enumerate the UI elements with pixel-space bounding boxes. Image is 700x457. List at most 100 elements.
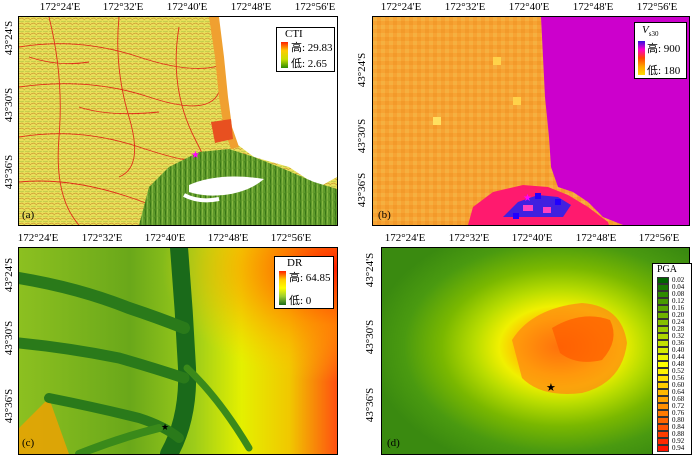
pga-value: 0.68 [672, 395, 685, 403]
legend-title: DR [287, 257, 303, 269]
pga-value: 0.76 [672, 409, 685, 417]
epicenter-star-icon: ★ [523, 193, 532, 204]
pga-legend-row: 0.24 [653, 318, 691, 330]
pga-legend-row: 0.04 [653, 283, 691, 295]
lat-tick: 43°30'S [356, 118, 368, 154]
lat-tick: 43°36'S [3, 154, 15, 190]
pga-swatch [657, 403, 669, 410]
pga-legend-row: 0.16 [653, 304, 691, 316]
lon-tick: 172°32'E [448, 232, 490, 244]
pga-swatch [657, 410, 669, 417]
pga-swatch [657, 284, 669, 291]
legend-title: PGA [657, 264, 678, 275]
lon-tick: 172°24'E [17, 232, 59, 244]
color-ramp [279, 271, 286, 305]
vs30-legend: Vs30 高: 900 低: 180 [634, 22, 687, 79]
panel-label: (c) [22, 437, 35, 449]
pga-legend-row: 0.64 [653, 388, 691, 400]
color-ramp [281, 42, 288, 68]
pga-legend-row: 0.60 [653, 381, 691, 393]
pga-swatch [657, 417, 669, 424]
pga-swatch [657, 368, 669, 375]
pga-swatch [657, 445, 669, 452]
pga-swatch [657, 354, 669, 361]
lon-tick: 172°24'E [39, 1, 81, 13]
lon-tick: 172°40'E [166, 1, 208, 13]
pga-swatch [657, 361, 669, 368]
pga-legend-row: 0.44 [653, 353, 691, 365]
pga-swatch [657, 424, 669, 431]
pga-value: 0.36 [672, 339, 685, 347]
pga-value: 0.84 [672, 423, 685, 431]
pga-swatch [657, 333, 669, 340]
pga-swatch [657, 319, 669, 326]
pga-value: 0.48 [672, 360, 685, 368]
pga-value: 0.16 [672, 304, 685, 312]
pga-swatch [657, 431, 669, 438]
pga-value: 0.92 [672, 437, 685, 445]
pga-value: 0.72 [672, 402, 685, 410]
lat-tick: 43°24'S [3, 257, 15, 293]
pga-scale: 0.02 0.04 0.08 0.12 0.16 0.20 0.24 0.28 0.32 0.36… [653, 276, 691, 452]
pga-value: 0.80 [672, 416, 685, 424]
pga-swatch [657, 312, 669, 319]
pga-legend-row: 0.84 [653, 423, 691, 435]
lat-tick: 43°36'S [364, 387, 376, 423]
pga-legend-row: 0.76 [653, 409, 691, 421]
pga-value: 0.60 [672, 381, 685, 389]
pga-value: 0.20 [672, 311, 685, 319]
pga-legend-row: 0.02 [653, 276, 691, 288]
legend-high: 高: 900 [647, 43, 681, 55]
lon-tick: 172°24'E [380, 1, 422, 13]
lat-tick: 43°36'S [3, 388, 15, 424]
pga-swatch [657, 305, 669, 312]
pga-swatch [657, 396, 669, 403]
pga-legend-row: 0.68 [653, 395, 691, 407]
pga-value: 0.88 [672, 430, 685, 438]
lon-tick: 172°24'E [384, 232, 426, 244]
pga-value: 0.44 [672, 353, 685, 361]
pga-swatch [657, 277, 669, 284]
pga-swatch [657, 298, 669, 305]
pga-legend-row: 0.08 [653, 290, 691, 302]
pga-value: 0.04 [672, 283, 685, 291]
pga-value: 0.94 [672, 444, 685, 452]
harbour [189, 176, 264, 196]
pga-legend-row: 0.20 [653, 311, 691, 323]
lon-tick: 172°40'E [511, 232, 553, 244]
coastal-strip [209, 17, 239, 149]
lon-tick: 172°48'E [207, 232, 249, 244]
pga-legend-row: 0.48 [653, 360, 691, 372]
panel-label: (d) [387, 437, 400, 449]
pga-value: 0.28 [672, 325, 685, 333]
pga-swatch [657, 382, 669, 389]
legend-high: 高: 29.83 [291, 42, 333, 54]
pga-value: 0.08 [672, 290, 685, 298]
pga-value: 0.32 [672, 332, 685, 340]
lon-tick: 172°32'E [444, 1, 486, 13]
pga-swatch [657, 389, 669, 396]
lat-tick: 43°36'S [356, 172, 368, 208]
color-ramp [638, 41, 645, 75]
pga-legend-row: 0.92 [653, 437, 691, 449]
pga-value: 0.52 [672, 367, 685, 375]
pga-legend-row: 0.80 [653, 416, 691, 428]
pga-legend-row: 0.32 [653, 332, 691, 344]
lon-tick: 172°56'E [294, 1, 336, 13]
pga-legend-row: 0.28 [653, 325, 691, 337]
pga-value: 0.64 [672, 388, 685, 396]
dr-river-channels [19, 248, 253, 454]
coastal-high [211, 119, 233, 143]
pga-swatch [657, 438, 669, 445]
pga-legend-row: 0.72 [653, 402, 691, 414]
lon-tick: 172°56'E [638, 232, 680, 244]
pga-legend-row: 0.40 [653, 346, 691, 358]
legend-high: 高: 64.85 [289, 272, 331, 284]
lat-tick: 43°24'S [364, 252, 376, 288]
legend-title: CTI [285, 28, 303, 40]
pga-swatch [657, 340, 669, 347]
epicenter-star-icon: ★ [191, 150, 200, 161]
lon-tick: 172°48'E [230, 1, 272, 13]
dr-legend: DR 高: 64.85 低: 0 [274, 256, 334, 309]
pga-swatch [657, 347, 669, 354]
